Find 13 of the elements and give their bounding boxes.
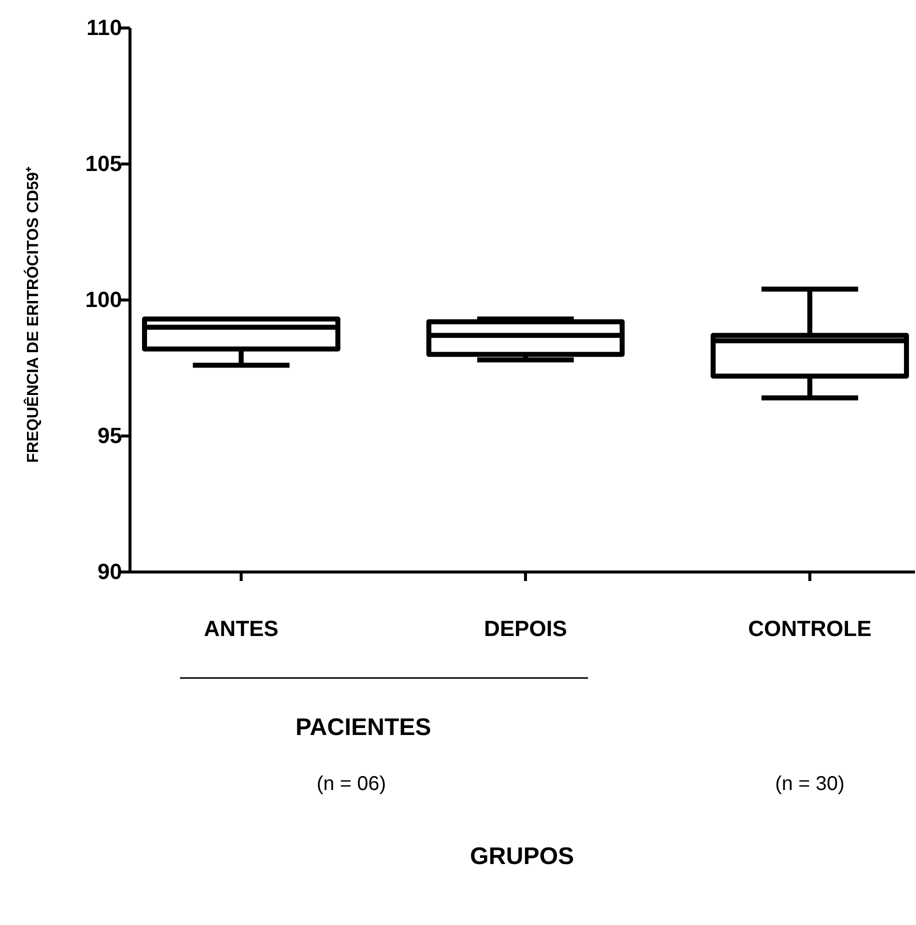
- text: GRUPOS: [470, 843, 574, 870]
- y-axis-title: FREQUÊNCIA DE ERITRÓCITOS CD59⁺: [23, 166, 42, 463]
- x-tick-label: CONTROLE: [748, 616, 872, 641]
- x-tick-label: ANTES: [204, 616, 278, 641]
- y-tick-label: 90: [98, 559, 122, 584]
- y-tick-label: 105: [85, 151, 122, 176]
- text: (n = 06): [316, 773, 386, 795]
- text: PACIENTES: [296, 714, 432, 741]
- y-tick-label: 100: [85, 287, 122, 312]
- y-tick-label: 95: [98, 423, 122, 448]
- y-tick-label: 110: [86, 15, 122, 40]
- text: (n = 30): [775, 773, 845, 795]
- x-tick-label: DEPOIS: [484, 616, 568, 641]
